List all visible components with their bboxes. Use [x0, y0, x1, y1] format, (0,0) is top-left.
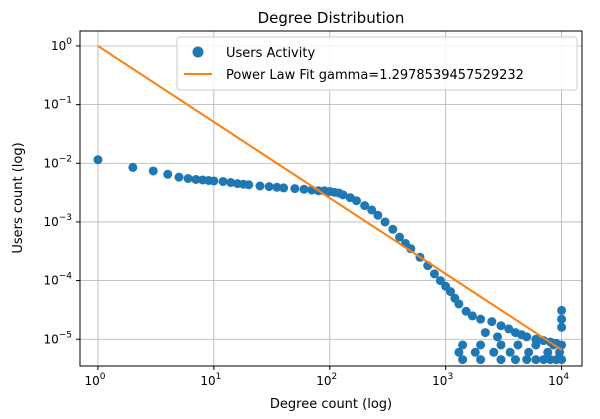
scatter-point	[470, 347, 480, 357]
x-tick-label: 101	[200, 372, 221, 388]
scatter-point	[510, 355, 520, 365]
users-activity-series	[93, 155, 567, 365]
y-axis-ticks: 100 10−1 10−2 10−3 10−4 10−5	[43, 37, 80, 346]
scatter-point	[338, 190, 348, 200]
scatter-point	[351, 196, 361, 206]
y-tick-label: 10−5	[43, 330, 72, 346]
scatter-point	[93, 155, 103, 165]
scatter-point	[476, 314, 486, 324]
scatter-point	[458, 355, 468, 365]
scatter-point	[524, 347, 534, 357]
scatter-point	[183, 174, 193, 184]
scatter-point	[557, 314, 567, 324]
scatter-point	[360, 201, 370, 211]
scatter-point	[435, 276, 445, 286]
scatter-point	[539, 355, 549, 365]
scatter-point	[128, 162, 138, 172]
scatter-point	[505, 347, 515, 357]
scatter-point	[380, 217, 390, 227]
scatter-point	[264, 182, 274, 192]
scatter-point	[513, 340, 523, 350]
legend-label-power-law-fit: Power Law Fit gamma=1.2978539457529232	[226, 68, 524, 83]
scatter-point	[543, 347, 553, 357]
scatter-point	[504, 324, 514, 334]
scatter-point	[191, 174, 201, 184]
scatter-point	[555, 347, 565, 357]
y-tick-label: 10−1	[43, 96, 72, 112]
y-tick-label: 10−2	[43, 154, 72, 170]
power-law-fit-series	[97, 45, 563, 351]
scatter-point	[218, 176, 228, 186]
y-tick-label: 100	[51, 37, 72, 53]
legend-marker-users-activity	[192, 46, 204, 58]
legend: Users Activity Power Law Fit gamma=1.297…	[176, 36, 578, 91]
legend-label-users-activity: Users Activity	[226, 46, 315, 61]
scatter-point	[445, 287, 455, 297]
scatter-point	[272, 182, 282, 192]
chart-title: Degree Distribution	[258, 9, 405, 27]
scatter-point	[496, 355, 506, 365]
y-axis-label: Users count (log)	[11, 142, 26, 253]
scatter-point	[454, 347, 464, 357]
y-tick-label: 10−4	[43, 272, 72, 288]
scatter-point	[480, 328, 490, 338]
scatter-point	[226, 178, 236, 188]
scatter-point	[373, 210, 383, 220]
scatter-point	[148, 166, 158, 176]
scatter-point	[163, 169, 173, 179]
scatter-point	[557, 355, 567, 365]
scatter-point	[406, 244, 416, 254]
y-tick-label: 10−3	[43, 213, 72, 229]
scatter-point	[522, 355, 532, 365]
scatter-point	[476, 340, 486, 350]
x-tick-label: 100	[84, 372, 105, 388]
scatter-point	[531, 355, 541, 365]
scatter-point	[557, 322, 567, 332]
scatter-point	[279, 183, 289, 193]
scatter-point	[461, 306, 471, 316]
x-tick-label: 102	[316, 372, 337, 388]
scatter-point	[531, 340, 541, 350]
scatter-point	[476, 355, 486, 365]
scatter-point	[244, 180, 254, 190]
scatter-point	[458, 340, 468, 350]
power-law-fit-line	[97, 45, 563, 351]
x-axis-label: Degree count (log)	[270, 397, 392, 412]
scatter-point	[496, 340, 506, 350]
scatter-point	[557, 305, 567, 315]
legend-box	[176, 36, 578, 91]
scatter-point	[367, 205, 377, 215]
scatter-point	[395, 232, 405, 242]
scatter-point	[174, 172, 184, 182]
x-tick-label: 103	[432, 372, 453, 388]
scatter-point	[429, 269, 439, 279]
scatter-point	[209, 176, 219, 186]
scatter-point	[290, 184, 300, 194]
scatter-point	[454, 299, 464, 309]
scatter-point	[493, 332, 503, 342]
scatter-point	[299, 184, 309, 194]
scatter-point	[388, 224, 398, 234]
scatter-point	[496, 321, 506, 331]
plot-frame	[79, 30, 583, 367]
scatter-point	[539, 336, 549, 346]
scatter-point	[255, 181, 265, 191]
scatter-point	[522, 332, 532, 342]
scatter-point	[467, 311, 477, 321]
scatter-point	[487, 317, 497, 327]
x-axis-ticks: 100 101 102 103 104	[84, 366, 569, 388]
x-tick-label: 104	[548, 372, 569, 388]
scatter-point	[489, 347, 499, 357]
